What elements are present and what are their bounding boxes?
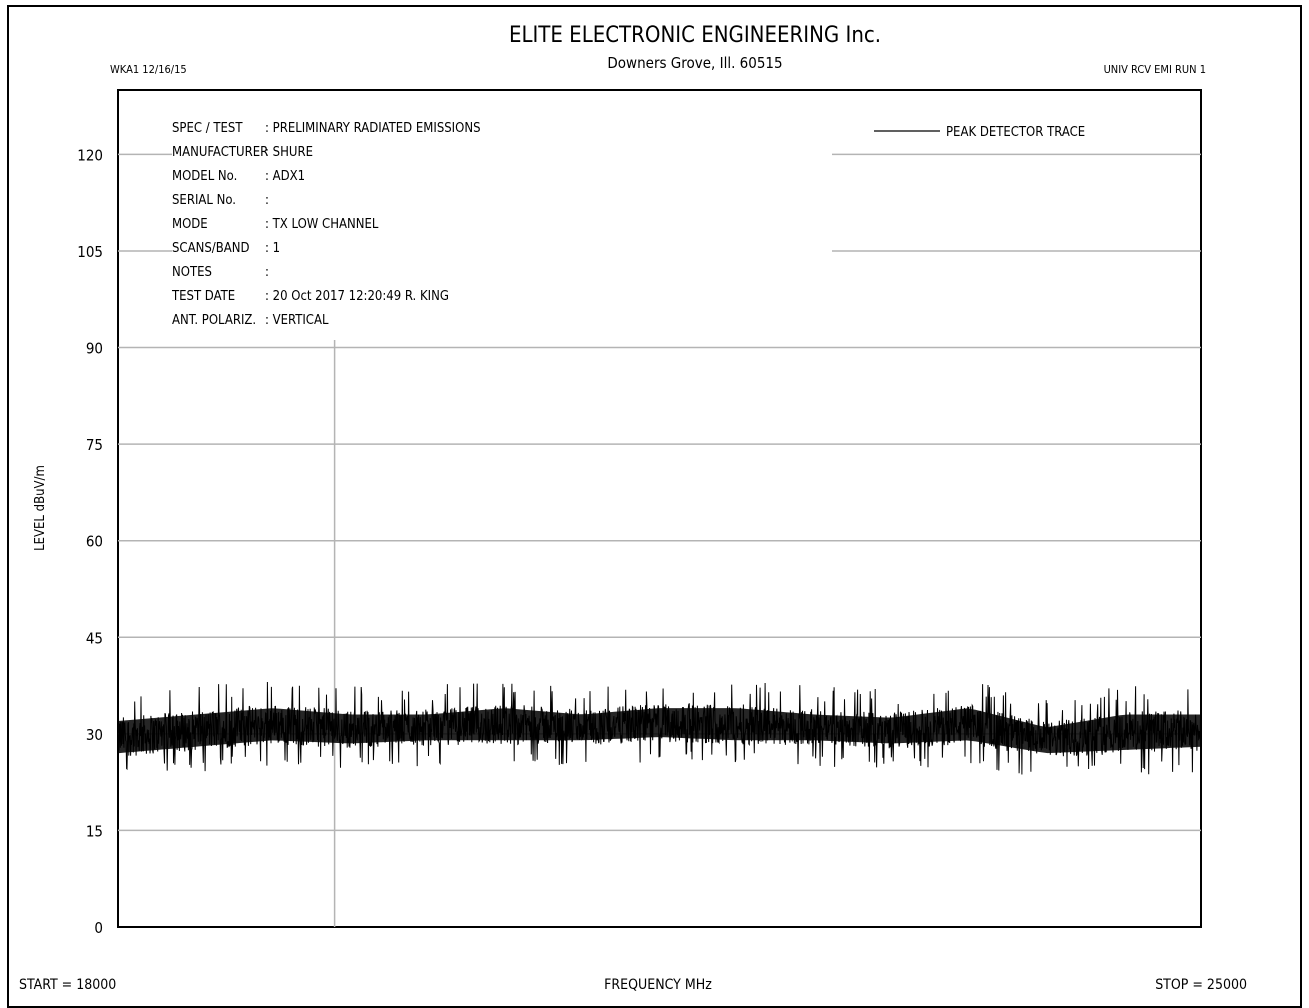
info-key: MODEL No. xyxy=(172,169,237,184)
company-title: ELITE ELECTRONIC ENGINEERING Inc. xyxy=(509,23,881,48)
header-left-id: WKA1 12/16/15 xyxy=(110,63,187,76)
info-key: TEST DATE xyxy=(171,289,235,304)
info-value: : 1 xyxy=(265,241,280,256)
plot-frame xyxy=(117,89,1202,928)
peak-trace xyxy=(117,681,1202,775)
legend-label: PEAK DETECTOR TRACE xyxy=(946,125,1085,140)
y-tick-label: 75 xyxy=(86,436,103,454)
stop-frequency: STOP = 25000 xyxy=(1155,977,1247,993)
legend: PEAK DETECTOR TRACE xyxy=(874,125,1085,140)
info-value: : PRELIMINARY RADIATED EMISSIONS xyxy=(265,121,481,136)
info-value: : VERTICAL xyxy=(265,313,329,328)
x-axis-label: FREQUENCY MHz xyxy=(604,977,712,993)
start-frequency: START = 18000 xyxy=(19,977,116,993)
y-tick-label: 60 xyxy=(86,533,103,551)
y-tick-label: 45 xyxy=(86,629,103,647)
header-right-id: UNIV RCV EMI RUN 1 xyxy=(1104,63,1206,76)
y-tick-label: 0 xyxy=(94,919,103,937)
info-key: SERIAL No. xyxy=(172,193,236,208)
info-key: SPEC / TEST xyxy=(172,121,243,136)
y-tick-label: 30 xyxy=(86,726,103,744)
company-address: Downers Grove, Ill. 60515 xyxy=(607,54,782,72)
info-value: : ADX1 xyxy=(265,169,305,184)
test-info-block: SPEC / TEST : PRELIMINARY RADIATED EMISSI… xyxy=(171,121,481,328)
info-key: MANUFACTURER xyxy=(172,145,268,160)
y-axis-label: LEVEL dBuV/m xyxy=(33,465,48,551)
trace-band xyxy=(118,708,1201,754)
y-tick-label: 120 xyxy=(77,146,103,164)
info-key: SCANS/BAND xyxy=(172,241,250,256)
info-key: MODE xyxy=(172,217,208,232)
info-key: NOTES xyxy=(172,265,212,280)
y-tick-labels: 0 15 30 45 60 75 90 105 120 xyxy=(77,146,103,937)
info-key: ANT. POLARIZ. xyxy=(172,313,256,328)
info-value: : xyxy=(265,193,269,208)
info-value: : SHURE xyxy=(265,145,313,160)
plot-area: 0 15 30 45 60 75 90 105 120 xyxy=(77,89,1202,937)
info-value: : xyxy=(265,265,269,280)
info-value: : 20 Oct 2017 12:20:49 R. KING xyxy=(265,289,449,304)
page-border xyxy=(7,5,1302,1008)
y-tick-label: 105 xyxy=(77,243,103,261)
y-tick-label: 90 xyxy=(86,340,103,358)
y-tick-label: 15 xyxy=(86,822,103,840)
info-value: : TX LOW CHANNEL xyxy=(265,217,379,232)
